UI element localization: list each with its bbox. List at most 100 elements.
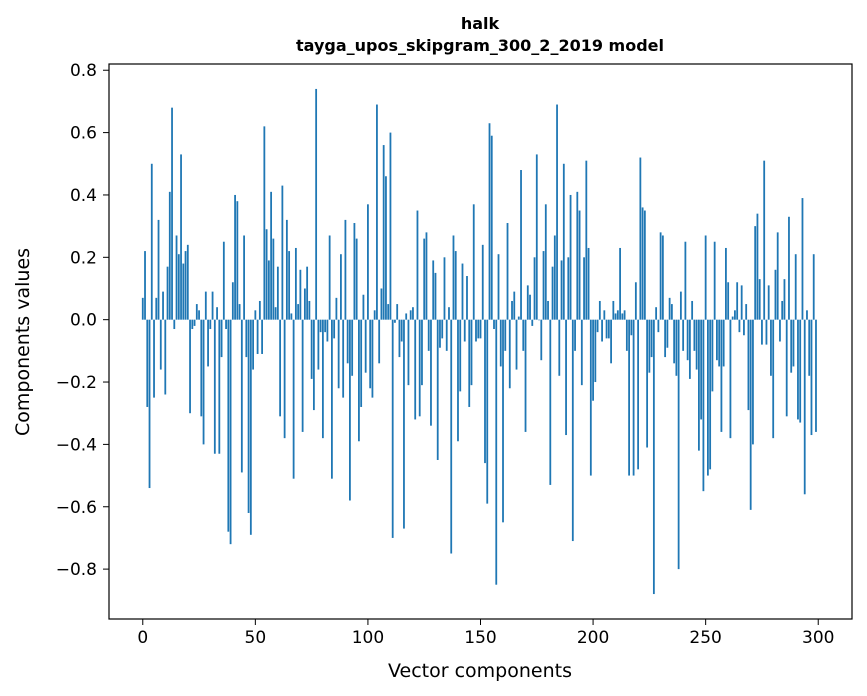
bar-179 (544, 204, 547, 320)
bar-228 (655, 307, 658, 320)
x-tick-label: 150 (464, 628, 496, 648)
x-tick-label: 200 (577, 628, 609, 648)
bar-37 (225, 319, 227, 330)
bar-286 (785, 319, 788, 417)
chart-title: halk (461, 14, 500, 33)
bar-237 (675, 319, 678, 376)
bar-174 (533, 257, 536, 320)
bar-274 (758, 279, 761, 320)
bar-201 (594, 319, 597, 383)
bar-157 (495, 319, 498, 585)
bar-195 (580, 319, 583, 386)
bar-200 (592, 319, 594, 401)
bar-97 (360, 319, 363, 407)
bar-132 (439, 319, 441, 348)
bar-199 (589, 319, 592, 476)
bar-19 (184, 251, 187, 320)
bar-60 (276, 266, 279, 320)
bar-212 (619, 247, 621, 320)
bar-257 (720, 319, 723, 432)
bar-105 (378, 319, 381, 364)
bar-160 (502, 319, 504, 523)
bar-189 (567, 257, 570, 320)
bar-33 (216, 307, 218, 320)
x-axis-label: Vector components (388, 660, 572, 682)
bar-44 (240, 319, 243, 473)
bar-204 (601, 319, 603, 342)
bar-244 (691, 300, 694, 320)
bar-127 (427, 319, 430, 351)
bar-253 (711, 319, 714, 392)
bar-225 (648, 319, 651, 373)
bar-211 (616, 310, 619, 320)
bar-153 (486, 319, 489, 504)
bar-53 (261, 319, 263, 354)
bar-155 (490, 135, 493, 320)
bar-150 (479, 319, 482, 339)
bar-121 (414, 319, 417, 420)
bar-143 (463, 319, 466, 342)
bar-95 (355, 238, 358, 320)
bar-267 (743, 319, 745, 336)
bar-135 (445, 319, 448, 351)
bar-108 (385, 176, 387, 320)
bar-9 (162, 291, 164, 320)
bar-90 (344, 219, 347, 320)
bar-299 (815, 319, 817, 432)
bar-61 (279, 319, 282, 417)
bar-262 (731, 316, 734, 320)
bar-193 (576, 191, 579, 320)
bar-180 (547, 300, 549, 320)
bar-227 (652, 319, 655, 595)
bar-298 (812, 254, 815, 320)
bar-86 (335, 297, 338, 320)
y-tick-label: 0.6 (70, 124, 97, 144)
bar-221 (639, 157, 642, 320)
bar-166 (515, 319, 518, 370)
bar-5 (153, 319, 155, 398)
bar-57 (270, 191, 273, 320)
x-tick-label: 250 (689, 628, 721, 648)
bar-52 (258, 300, 261, 320)
bar-197 (585, 160, 588, 320)
bar-186 (560, 260, 563, 320)
bar-205 (603, 310, 606, 320)
bar-183 (553, 235, 556, 320)
bar-249 (702, 319, 705, 492)
bar-107 (382, 145, 385, 320)
bar-133 (441, 319, 444, 339)
bar-119 (409, 310, 412, 320)
bar-167 (517, 316, 520, 320)
bar-91 (346, 319, 349, 364)
bar-81 (324, 319, 327, 333)
bar-258 (722, 319, 725, 367)
x-tick-label: 50 (245, 628, 267, 648)
bar-96 (358, 319, 360, 442)
bar-83 (328, 235, 331, 320)
bar-50 (254, 310, 257, 320)
bar-54 (263, 126, 266, 320)
bar-129 (432, 260, 435, 320)
bar-109 (387, 304, 390, 320)
bar-71 (301, 319, 304, 432)
bar-130 (434, 272, 437, 320)
bar-213 (621, 313, 624, 320)
bar-118 (407, 319, 410, 386)
bar-206 (605, 319, 608, 339)
bar-58 (272, 238, 275, 320)
bar-216 (628, 319, 630, 476)
x-axis-ticks: 0 50 100 150 200 250 300 (137, 619, 834, 648)
bar-269 (747, 319, 750, 411)
bar-139 (454, 251, 457, 320)
bar-270 (749, 319, 752, 510)
bar-290 (794, 254, 797, 320)
bar-149 (477, 319, 480, 339)
x-tick-label: 100 (352, 628, 384, 648)
bar-218 (632, 319, 635, 476)
bar-239 (679, 291, 682, 320)
bar-177 (540, 319, 543, 361)
bar-158 (497, 254, 500, 320)
bar-100 (367, 204, 369, 320)
bar-226 (650, 319, 653, 358)
